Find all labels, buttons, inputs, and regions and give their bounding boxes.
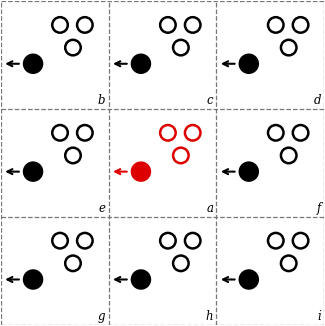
Text: i: i (317, 310, 321, 323)
Text: b: b (98, 94, 105, 107)
Circle shape (23, 53, 43, 74)
Circle shape (131, 53, 151, 74)
Text: a: a (206, 202, 213, 215)
Circle shape (239, 161, 259, 182)
Circle shape (239, 269, 259, 290)
Text: g: g (98, 310, 105, 323)
Text: c: c (207, 94, 213, 107)
Circle shape (23, 269, 43, 290)
Text: e: e (98, 202, 105, 215)
Circle shape (239, 53, 259, 74)
Text: h: h (206, 310, 213, 323)
Circle shape (23, 161, 43, 182)
Circle shape (131, 161, 151, 182)
Text: d: d (314, 94, 321, 107)
Text: f: f (317, 202, 321, 215)
Circle shape (131, 269, 151, 290)
